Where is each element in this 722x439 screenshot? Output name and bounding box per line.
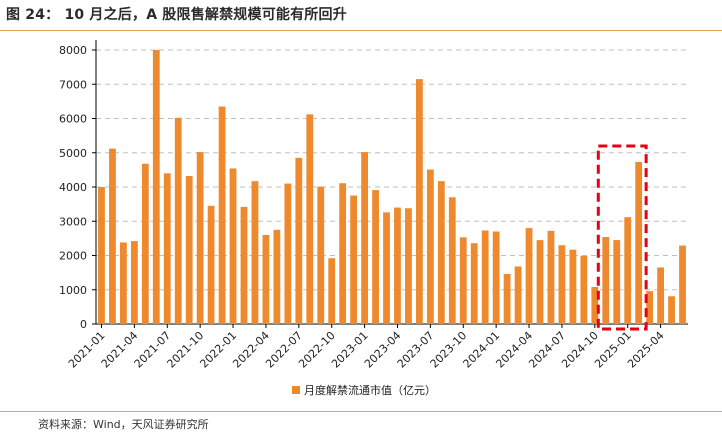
bar bbox=[492, 231, 500, 324]
bar bbox=[120, 242, 127, 324]
title-divider bbox=[0, 30, 722, 31]
bar bbox=[668, 296, 675, 324]
bar bbox=[613, 240, 621, 324]
y-tick-label: 1000 bbox=[59, 284, 87, 297]
bar bbox=[196, 152, 204, 324]
bar bbox=[514, 266, 522, 324]
bar bbox=[394, 207, 401, 324]
figure-label: 图 24： bbox=[6, 7, 60, 23]
y-tick-label: 2000 bbox=[59, 250, 87, 263]
bar bbox=[284, 183, 292, 324]
y-tick-label: 0 bbox=[80, 318, 87, 331]
bar bbox=[459, 237, 467, 324]
bar bbox=[503, 273, 511, 324]
bar bbox=[218, 106, 226, 324]
bar bbox=[163, 173, 171, 324]
bar bbox=[580, 255, 588, 324]
y-tick-label: 6000 bbox=[59, 113, 87, 126]
bar bbox=[141, 163, 149, 324]
source-note: 资料来源：Wind，天风证券研究所 bbox=[38, 418, 209, 431]
bar bbox=[207, 205, 215, 324]
bar bbox=[229, 168, 237, 324]
figure-title-text: 10 月之后，A 股限售解禁规模可能有所回升 bbox=[64, 7, 347, 23]
bar bbox=[657, 267, 664, 324]
bar bbox=[558, 245, 566, 324]
y-tick-label: 5000 bbox=[59, 147, 87, 160]
y-tick-label: 4000 bbox=[59, 181, 87, 194]
bar bbox=[383, 212, 390, 324]
bar bbox=[646, 291, 654, 324]
bar bbox=[437, 181, 445, 324]
bar bbox=[174, 117, 182, 324]
bar bbox=[109, 148, 116, 324]
bar bbox=[679, 245, 686, 324]
bar bbox=[624, 217, 632, 324]
bar bbox=[317, 186, 325, 324]
highlight-box bbox=[596, 144, 648, 331]
bar bbox=[251, 181, 259, 324]
bar bbox=[185, 176, 193, 324]
y-tick-label: 7000 bbox=[59, 78, 87, 91]
bar bbox=[405, 208, 412, 324]
bar bbox=[481, 230, 489, 324]
bar bbox=[361, 152, 368, 324]
bar bbox=[448, 197, 456, 324]
figure-title: 图 24： 10 月之后，A 股限售解禁规模可能有所回升 bbox=[6, 4, 347, 24]
source-divider bbox=[0, 411, 722, 412]
bar bbox=[547, 230, 555, 324]
bar bbox=[273, 229, 281, 324]
bar bbox=[569, 249, 577, 324]
bar bbox=[591, 287, 599, 324]
bar bbox=[426, 169, 434, 324]
bar bbox=[416, 79, 423, 324]
bar bbox=[152, 50, 160, 324]
y-tick-label: 8000 bbox=[59, 44, 87, 57]
bar bbox=[130, 241, 138, 324]
bar bbox=[470, 243, 478, 324]
bar bbox=[372, 190, 379, 324]
bar-chart: 0100020003000400050006000700080002021-01… bbox=[59, 40, 688, 397]
bar bbox=[350, 195, 358, 324]
legend-label: 月度解禁流通市值（亿元） bbox=[304, 383, 436, 397]
bar bbox=[240, 206, 248, 324]
x-tick-label: 2025-04 bbox=[625, 329, 667, 371]
bar bbox=[262, 234, 270, 324]
bar bbox=[536, 240, 544, 324]
bar bbox=[602, 237, 610, 324]
bar bbox=[98, 187, 105, 324]
bar bbox=[339, 183, 347, 324]
bar bbox=[525, 228, 533, 324]
legend-swatch bbox=[292, 386, 300, 394]
bar bbox=[295, 157, 303, 324]
bar bbox=[635, 161, 643, 324]
bar bbox=[328, 258, 336, 324]
y-tick-label: 3000 bbox=[59, 215, 87, 228]
bar bbox=[306, 114, 314, 324]
